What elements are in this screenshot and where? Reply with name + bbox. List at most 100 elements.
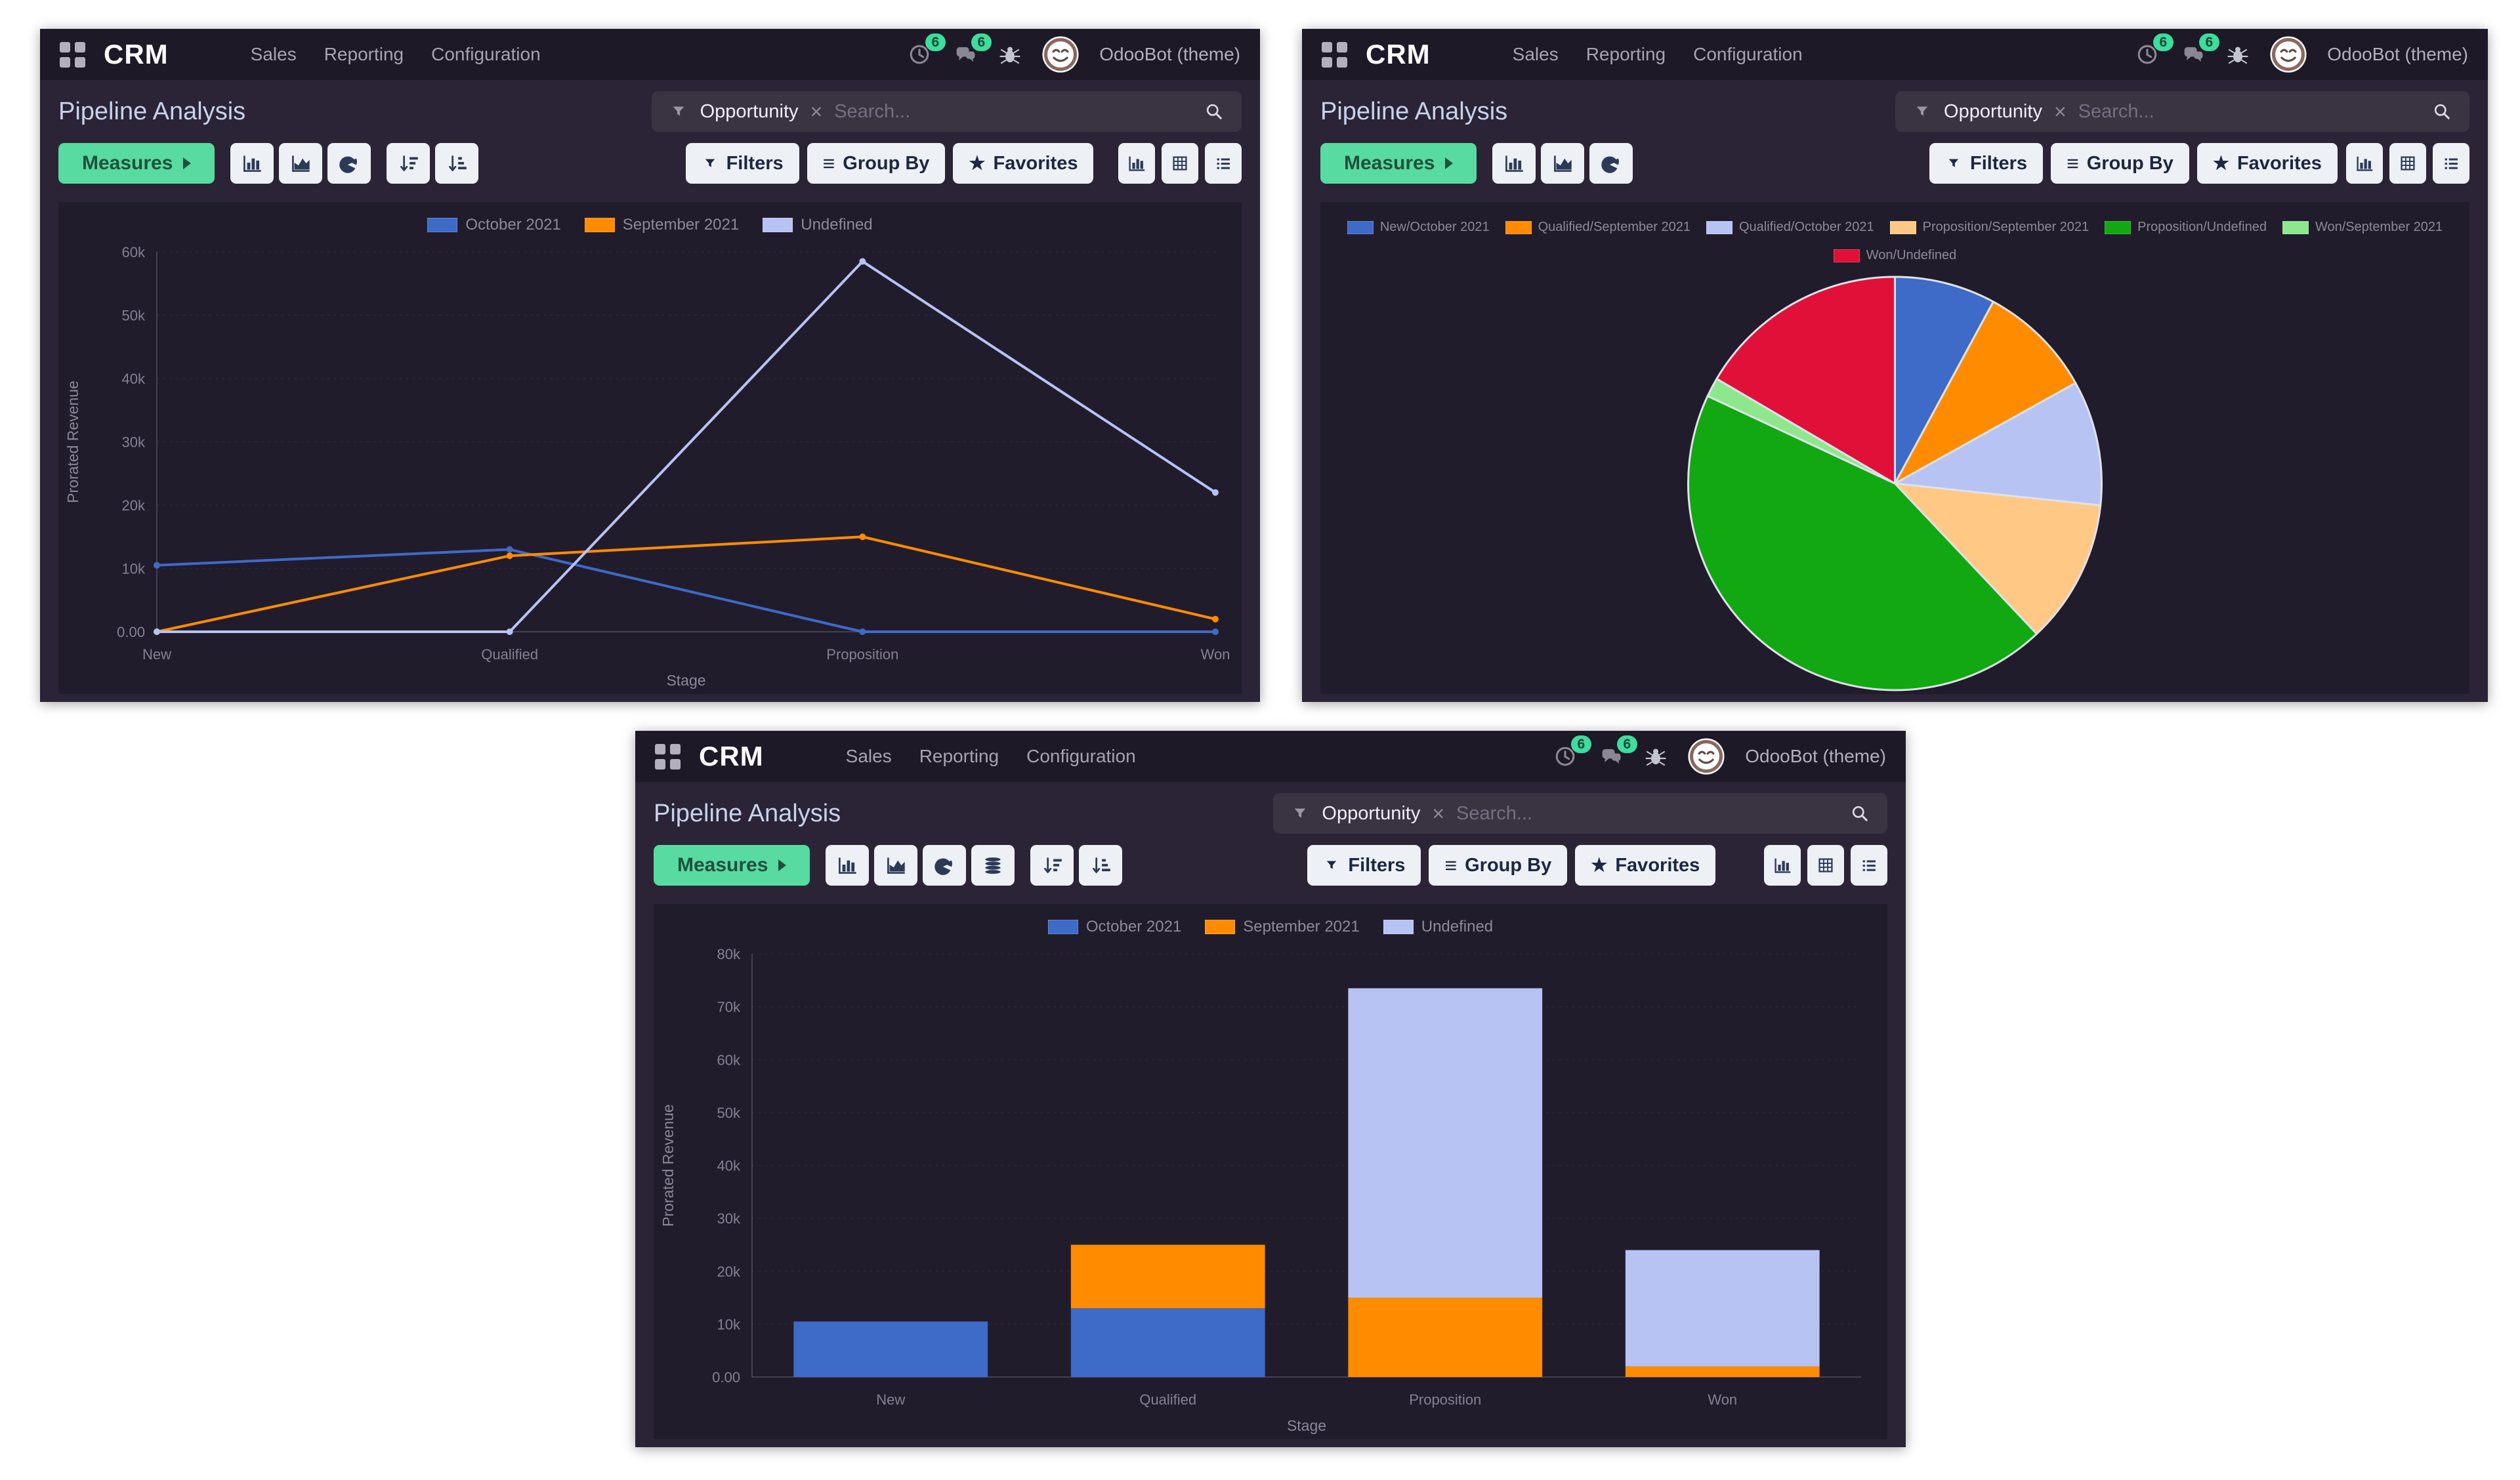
user-avatar[interactable] <box>2269 35 2307 73</box>
app-name[interactable]: CRM <box>1366 39 1431 70</box>
search-facet: Opportunity <box>1322 802 1421 824</box>
legend-item[interactable]: Proposition/September 2021 <box>1889 220 2089 235</box>
legend-item[interactable]: Won/Undefined <box>1833 248 1956 263</box>
activities-badge: 6 <box>1570 735 1592 754</box>
app-name[interactable]: CRM <box>104 39 169 70</box>
graph-view-icon <box>1771 854 1794 876</box>
favorites-button[interactable]: ★ Favorites <box>2196 143 2338 184</box>
graph-view-button[interactable] <box>1118 143 1155 184</box>
menu-configuration[interactable]: Configuration <box>1693 44 1803 64</box>
messages-button[interactable]: 6 <box>2180 33 2220 68</box>
graph-view-button[interactable] <box>2346 143 2383 184</box>
user-name[interactable]: OdooBot (theme) <box>2327 44 2468 64</box>
group-by-button[interactable]: ≡ Group By <box>807 143 946 184</box>
group-by-button[interactable]: ≡ Group By <box>1429 845 1568 886</box>
legend-item[interactable]: Qualified/October 2021 <box>1706 220 1874 235</box>
menu-reporting[interactable]: Reporting <box>324 44 404 64</box>
bar-chart-button[interactable] <box>826 845 870 886</box>
legend-item[interactable]: Won/September 2021 <box>2282 220 2443 235</box>
user-avatar[interactable] <box>1041 35 1080 73</box>
filters-button[interactable]: Filters <box>1307 845 1421 886</box>
line-chart-button[interactable] <box>1541 143 1585 184</box>
graph-view-button[interactable] <box>1764 845 1801 886</box>
search-input[interactable]: Search... <box>2078 100 2154 122</box>
stacked-toggle-button[interactable] <box>971 845 1015 886</box>
legend-item[interactable]: Qualified/September 2021 <box>1505 220 1690 235</box>
legend-label: October 2021 <box>465 216 561 234</box>
sort-descending-button[interactable] <box>1030 845 1074 886</box>
facet-remove-icon[interactable]: × <box>1432 801 1445 825</box>
bug-icon[interactable] <box>2226 43 2250 66</box>
apps-menu-icon[interactable] <box>655 743 681 770</box>
facet-remove-icon[interactable]: × <box>810 99 823 123</box>
menu-sales[interactable]: Sales <box>250 44 297 64</box>
app-name[interactable]: CRM <box>699 741 764 771</box>
menu-sales[interactable]: Sales <box>1512 44 1559 64</box>
search-bar[interactable]: Opportunity × Search... <box>1895 91 2469 132</box>
sort-descending-button[interactable] <box>387 143 430 184</box>
apps-menu-icon[interactable] <box>1322 41 1347 68</box>
measures-button[interactable]: Measures <box>654 845 810 886</box>
search-input[interactable]: Search... <box>1456 802 1533 824</box>
menu-reporting[interactable]: Reporting <box>1586 44 1666 64</box>
menu-reporting[interactable]: Reporting <box>919 746 999 766</box>
group-by-icon: ≡ <box>2067 152 2079 175</box>
window-bar-chart: CRM Sales Reporting Configuration 6 6 Od… <box>635 731 1906 1447</box>
line-chart-button[interactable] <box>279 143 323 184</box>
filters-button[interactable]: Filters <box>1929 143 2044 184</box>
menu-configuration[interactable]: Configuration <box>431 44 541 64</box>
pivot-view-button[interactable] <box>1807 845 1844 886</box>
legend-item[interactable]: September 2021 <box>1205 918 1360 936</box>
pivot-view-button[interactable] <box>2389 143 2426 184</box>
user-avatar[interactable] <box>1687 737 1725 775</box>
legend-label: Qualified/September 2021 <box>1538 220 1690 234</box>
activities-button[interactable]: 6 <box>906 33 946 68</box>
filters-label: Filters <box>1970 152 2028 174</box>
search-bar[interactable]: Opportunity × Search... <box>1273 793 1887 834</box>
menu-configuration[interactable]: Configuration <box>1026 746 1136 766</box>
activities-button[interactable]: 6 <box>1552 735 1592 770</box>
activities-badge: 6 <box>925 33 946 52</box>
activities-button[interactable]: 6 <box>2134 33 2174 68</box>
user-name[interactable]: OdooBot (theme) <box>1099 44 1240 64</box>
user-name[interactable]: OdooBot (theme) <box>1745 746 1886 766</box>
bar-chart-button[interactable] <box>1492 143 1536 184</box>
pie-chart-button[interactable] <box>923 845 967 886</box>
search-icon[interactable] <box>2431 101 2452 122</box>
line-chart-button[interactable] <box>874 845 918 886</box>
legend-item[interactable]: October 2021 <box>427 216 561 234</box>
list-view-icon <box>1858 854 1880 876</box>
messages-button[interactable]: 6 <box>952 33 992 68</box>
legend-item[interactable]: Proposition/Undefined <box>2105 220 2267 235</box>
legend-item[interactable]: Undefined <box>1383 918 1493 936</box>
search-icon[interactable] <box>1849 803 1870 824</box>
legend-item[interactable]: October 2021 <box>1047 918 1181 936</box>
bug-icon[interactable] <box>998 43 1022 66</box>
search-icon[interactable] <box>1204 101 1225 122</box>
legend-item[interactable]: New/October 2021 <box>1347 220 1490 235</box>
bar-chart-button[interactable] <box>230 143 274 184</box>
apps-menu-icon[interactable] <box>60 41 85 68</box>
list-view-button[interactable] <box>1205 143 1242 184</box>
measures-button[interactable]: Measures <box>58 143 215 184</box>
sort-ascending-button[interactable] <box>1079 845 1123 886</box>
favorites-button[interactable]: ★ Favorites <box>953 143 1094 184</box>
messages-button[interactable]: 6 <box>1598 735 1638 770</box>
bug-icon[interactable] <box>1644 745 1668 768</box>
pie-chart-button[interactable] <box>327 143 371 184</box>
list-view-button[interactable] <box>1851 845 1887 886</box>
measures-button[interactable]: Measures <box>1320 143 1477 184</box>
legend-item[interactable]: Undefined <box>763 216 873 234</box>
filters-button[interactable]: Filters <box>685 143 799 184</box>
sort-ascending-button[interactable] <box>435 143 479 184</box>
facet-remove-icon[interactable]: × <box>2053 99 2067 123</box>
pivot-view-button[interactable] <box>1162 143 1198 184</box>
legend-item[interactable]: September 2021 <box>584 216 739 234</box>
search-bar[interactable]: Opportunity × Search... <box>651 91 1242 132</box>
pie-chart-button[interactable] <box>1589 143 1633 184</box>
group-by-button[interactable]: ≡ Group By <box>2051 143 2189 184</box>
list-view-button[interactable] <box>2433 143 2469 184</box>
menu-sales[interactable]: Sales <box>845 746 892 766</box>
search-input[interactable]: Search... <box>834 100 911 122</box>
favorites-button[interactable]: ★ Favorites <box>1575 845 1716 886</box>
